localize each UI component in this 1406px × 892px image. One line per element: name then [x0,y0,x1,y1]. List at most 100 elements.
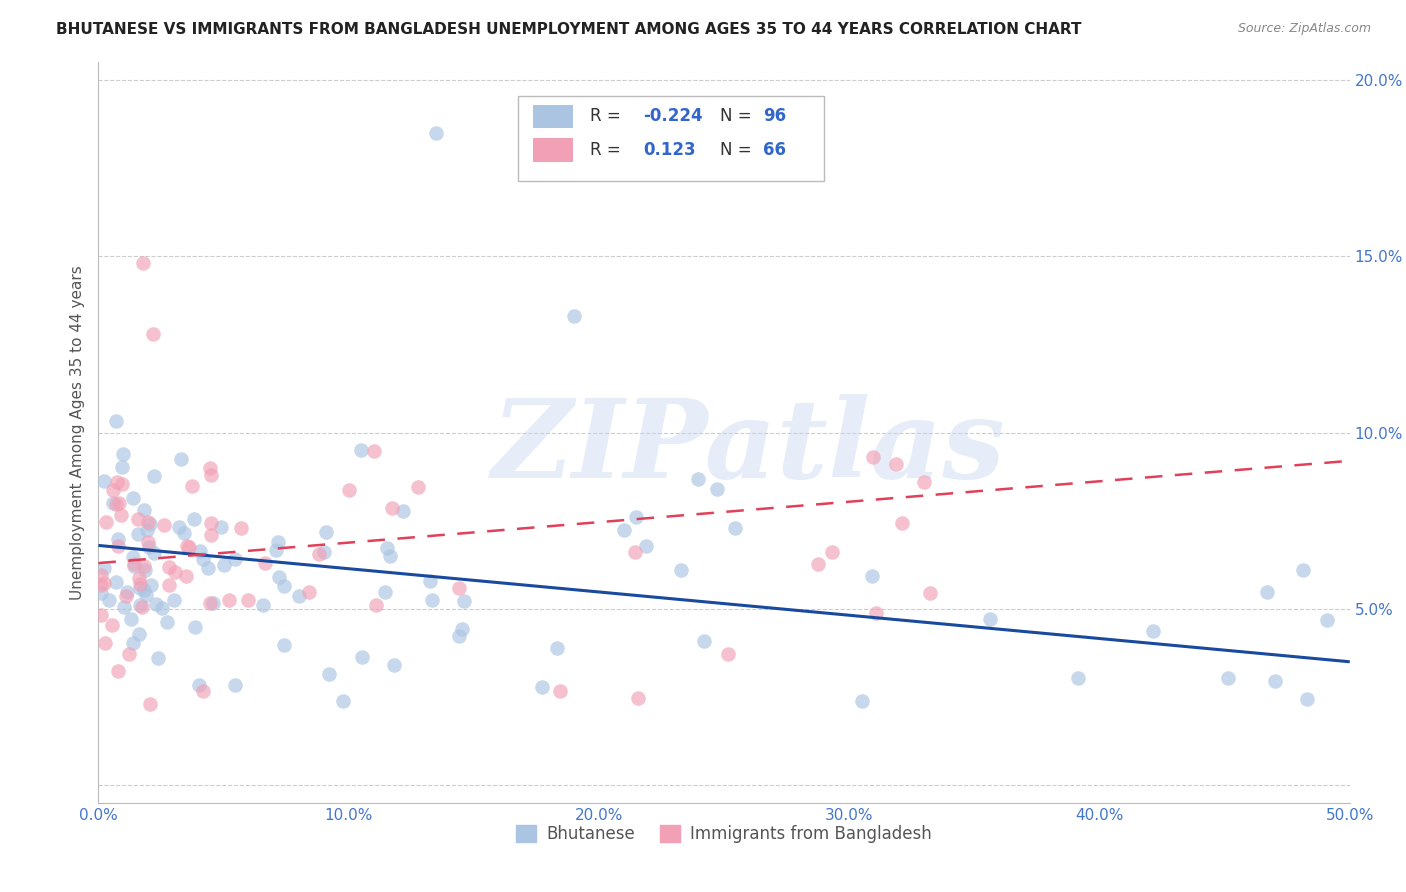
Point [851,694,873,708]
Point [108,496,131,510]
Point [252,598,274,612]
Point [865,607,887,621]
Point [688,472,710,486]
Point [145,597,167,611]
Point [212,558,235,572]
Point [191,683,214,698]
Point [562,310,585,324]
Point [918,586,941,600]
Point [132,256,155,270]
Point [453,594,475,608]
Point [104,575,127,590]
Point [382,657,405,672]
Point [170,451,193,466]
Point [110,477,132,491]
Point [200,528,222,542]
Point [350,443,373,458]
Point [447,629,470,643]
Point [198,460,221,475]
Point [134,564,156,578]
Point [98,592,121,607]
Point [380,549,402,563]
Point [308,547,330,561]
Point [613,524,636,538]
Text: N =: N = [720,108,758,126]
Point [200,467,222,482]
Point [105,414,128,428]
Point [107,539,129,553]
Point [187,678,209,692]
Point [129,582,152,596]
Point [419,574,441,588]
Point [693,634,716,648]
Point [111,460,134,475]
Text: 96: 96 [763,108,786,126]
Point [202,596,225,610]
Point [110,508,132,522]
Point [118,647,141,661]
Text: ZIPatlas: ZIPatlas [492,393,1007,501]
Point [139,578,162,592]
Point [450,622,472,636]
Point [150,600,173,615]
Point [224,552,246,566]
Point [1292,563,1315,577]
Point [717,647,740,661]
Point [128,598,150,612]
Point [1264,674,1286,689]
Point [624,509,647,524]
Point [1142,624,1164,638]
Point [90,578,112,592]
Point [131,600,153,615]
Point [531,680,554,694]
Point [634,539,657,553]
Point [142,326,165,341]
Point [111,446,134,460]
Point [425,126,447,140]
Point [200,516,222,530]
Point [979,612,1001,626]
Point [375,541,398,555]
Point [350,649,373,664]
Point [104,497,127,511]
Point [273,579,295,593]
Point [132,503,155,517]
Point [218,593,240,607]
Point [197,561,219,575]
Point [406,480,429,494]
Point [1216,671,1239,685]
Point [132,559,155,574]
Point [363,444,385,458]
Point [671,563,693,577]
Text: 66: 66 [763,141,786,159]
Point [267,535,290,549]
Point [1256,585,1278,599]
Point [96,516,118,530]
Point [121,636,143,650]
Point [236,592,259,607]
Point [288,589,311,603]
Point [114,589,136,603]
Point [135,588,157,602]
Point [209,520,232,534]
Point [103,483,125,497]
Point [128,571,150,585]
Text: R =: R = [591,141,626,159]
Point [298,584,321,599]
Point [136,523,159,537]
Point [332,694,354,708]
Point [157,578,180,592]
Point [224,677,246,691]
Point [103,496,125,510]
Point [163,593,186,607]
Point [176,569,198,583]
Point [337,483,360,497]
Point [374,584,396,599]
Point [143,468,166,483]
Text: N =: N = [720,141,758,159]
Point [420,592,443,607]
Point [165,565,187,579]
Point [112,600,135,615]
Point [124,558,146,572]
FancyBboxPatch shape [533,138,572,161]
